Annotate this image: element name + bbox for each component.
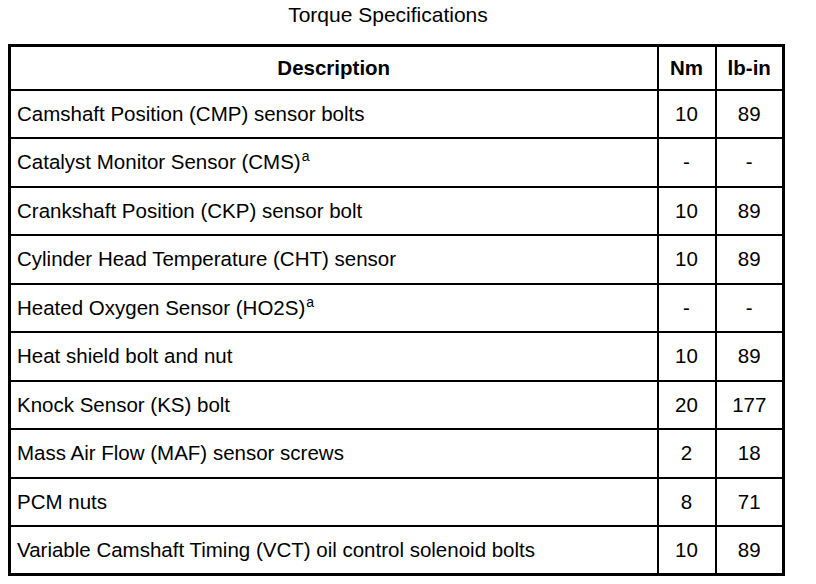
column-header-lb-in: lb-in [716, 46, 784, 90]
column-header-description: Description [10, 46, 658, 90]
header-row: Description Nm lb-in [10, 46, 784, 90]
row-description: Mass Air Flow (MAF) sensor screws [17, 441, 344, 464]
row-nm-value: 10 [658, 332, 716, 381]
row-lbin-value: 89 [716, 187, 784, 236]
row-lbin-value: 177 [716, 381, 784, 430]
row-description: Heated Oxygen Sensor (HO2S) [17, 296, 305, 319]
table-row: PCM nuts 8 71 [10, 478, 784, 527]
row-lbin-value: 89 [716, 90, 784, 139]
row-nm-value: 20 [658, 381, 716, 430]
page-title: Torque Specifications [8, 3, 768, 27]
column-header-nm: Nm [658, 46, 716, 90]
row-nm-value: 8 [658, 478, 716, 527]
row-nm-value: - [658, 138, 716, 187]
table-row: Camshaft Position (CMP) sensor bolts 10 … [10, 90, 784, 139]
table-row: Catalyst Monitor Sensor (CMS)a - - [10, 138, 784, 187]
row-nm-value: 10 [658, 235, 716, 284]
table-row: Cylinder Head Temperature (CHT) sensor 1… [10, 235, 784, 284]
row-nm-value: 10 [658, 526, 716, 575]
row-description: Heat shield bolt and nut [17, 344, 232, 367]
row-lbin-value: - [716, 284, 784, 333]
row-description: Camshaft Position (CMP) sensor bolts [17, 102, 364, 125]
row-description: PCM nuts [17, 490, 107, 513]
table-row: Crankshaft Position (CKP) sensor bolt 10… [10, 187, 784, 236]
row-lbin-value: 89 [716, 526, 784, 575]
row-nm-value: 2 [658, 429, 716, 478]
table-row: Mass Air Flow (MAF) sensor screws 2 18 [10, 429, 784, 478]
row-lbin-value: 89 [716, 235, 784, 284]
row-lbin-value: - [716, 138, 784, 187]
row-lbin-value: 71 [716, 478, 784, 527]
row-description: Crankshaft Position (CKP) sensor bolt [17, 199, 362, 222]
table-row: Heat shield bolt and nut 10 89 [10, 332, 784, 381]
table-row: Knock Sensor (KS) bolt 20 177 [10, 381, 784, 430]
row-description: Knock Sensor (KS) bolt [17, 393, 230, 416]
row-description: Catalyst Monitor Sensor (CMS) [17, 150, 301, 173]
row-lbin-value: 89 [716, 332, 784, 381]
table-row: Variable Camshaft Timing (VCT) oil contr… [10, 526, 784, 575]
torque-specifications-page: Torque Specifications Description Nm lb-… [0, 0, 816, 584]
row-nm-value: 10 [658, 187, 716, 236]
footnote-marker: a [306, 294, 314, 310]
row-nm-value: 10 [658, 90, 716, 139]
table-row: Heated Oxygen Sensor (HO2S)a - - [10, 284, 784, 333]
torque-specifications-table: Description Nm lb-in Camshaft Position (… [8, 44, 785, 576]
footnote-marker: a [302, 148, 310, 164]
row-lbin-value: 18 [716, 429, 784, 478]
row-description: Cylinder Head Temperature (CHT) sensor [17, 247, 396, 270]
row-nm-value: - [658, 284, 716, 333]
row-description: Variable Camshaft Timing (VCT) oil contr… [17, 538, 535, 561]
